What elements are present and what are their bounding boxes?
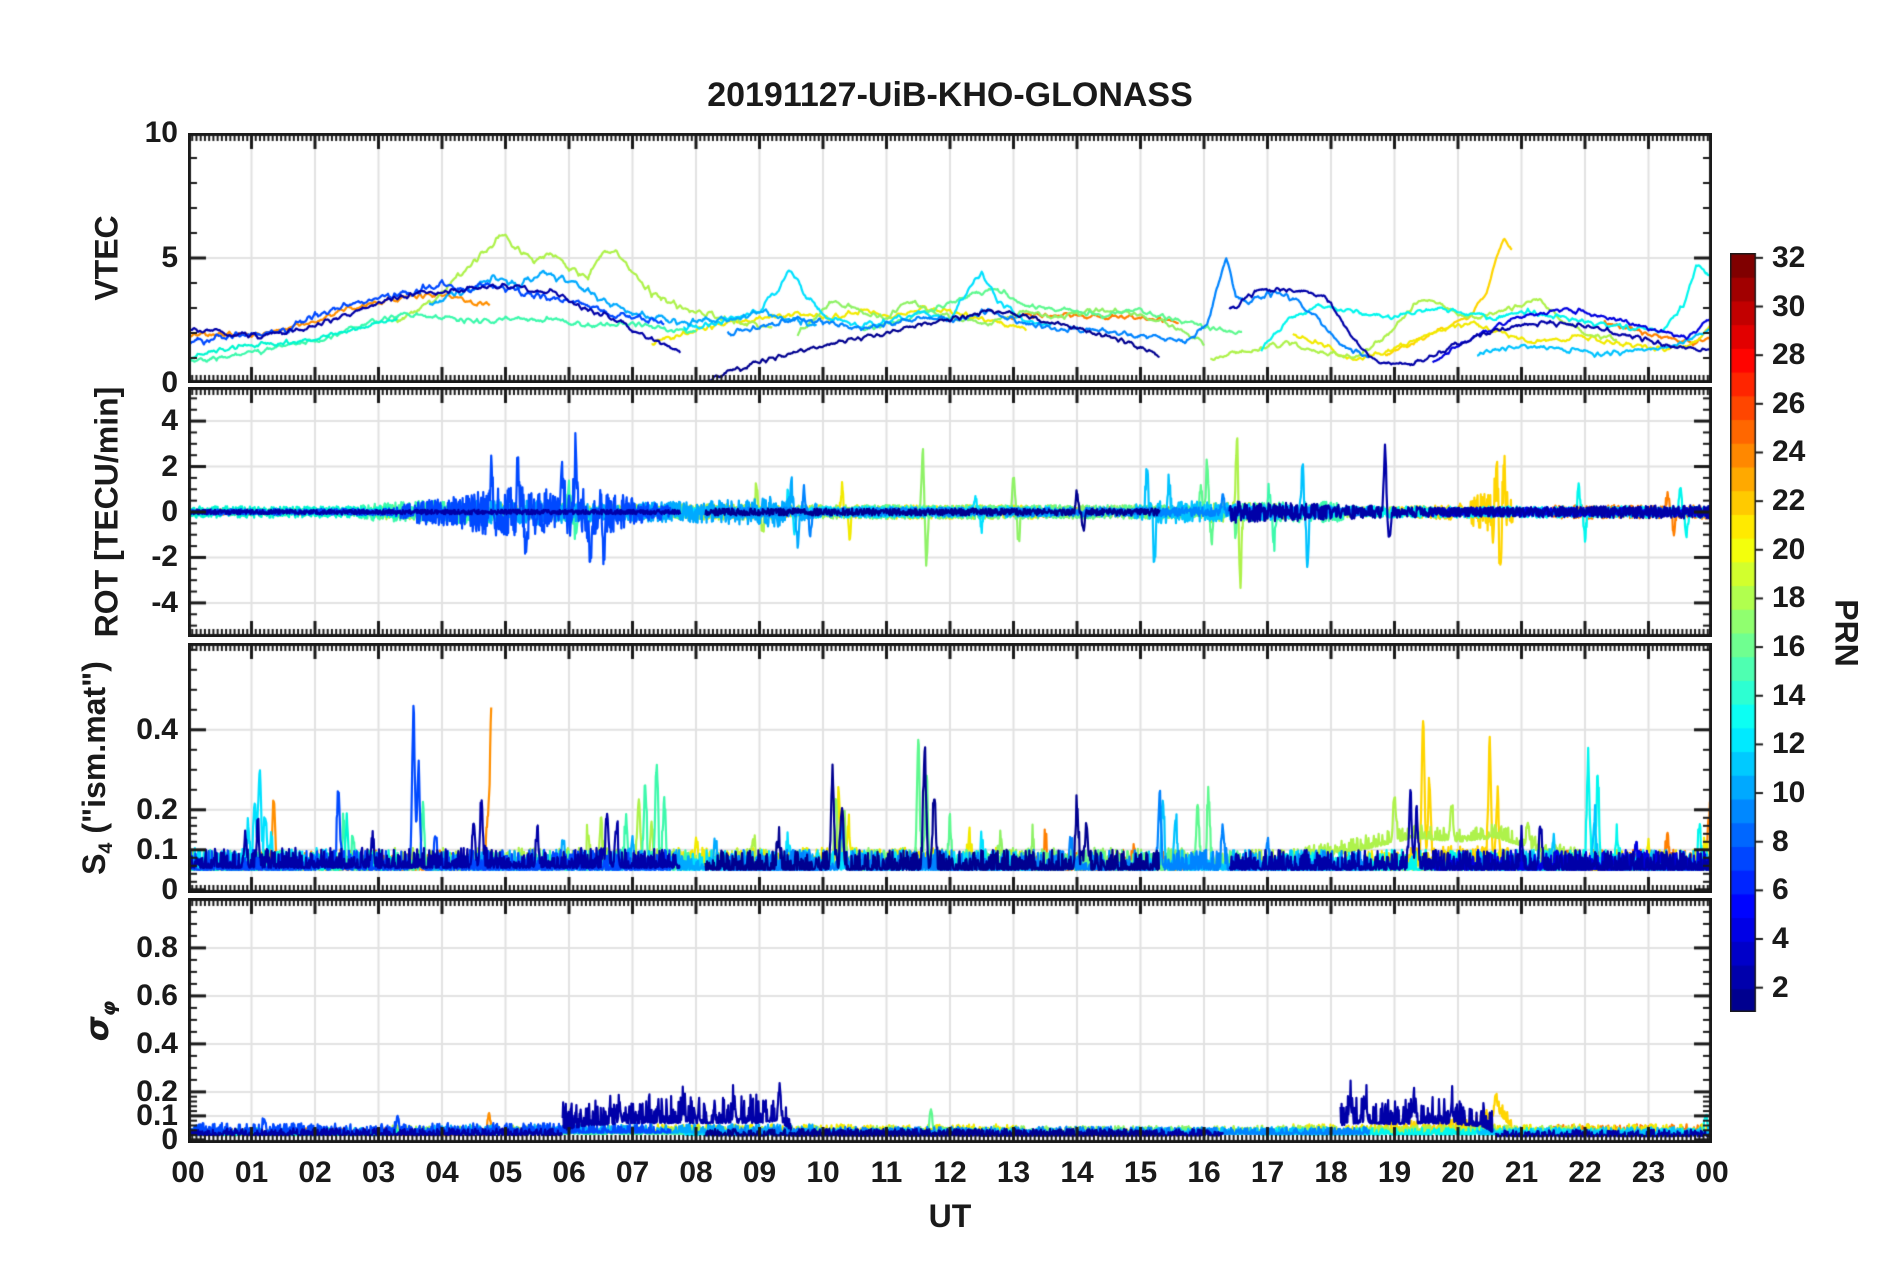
y-tick-label-S4-0: 0: [161, 872, 178, 906]
colorbar-label: PRN: [1828, 599, 1865, 667]
colorbar-tick-label-8: 8: [1772, 824, 1789, 858]
x-tick-label-2: 02: [298, 1156, 332, 1189]
colorbar-tick-label-24: 24: [1772, 435, 1806, 469]
colorbar-tick-label-12: 12: [1772, 727, 1806, 761]
y-tick-label-sigma_phi-0: 0: [161, 1122, 178, 1156]
x-tick-label-23: 23: [1631, 1156, 1666, 1189]
y-tick-label-S4-0.2: 0.2: [136, 792, 178, 826]
x-tick-label-8: 08: [679, 1156, 713, 1189]
x-tick-label-18: 18: [1314, 1156, 1348, 1189]
y-tick-label-S4-0.1: 0.1: [136, 832, 178, 866]
x-tick-label-11: 11: [870, 1156, 903, 1189]
colorbar-tick-label-28: 28: [1772, 338, 1806, 372]
y-tick-label-sigma_phi-0.6: 0.6: [136, 978, 178, 1012]
y-tick-label-S4-0.4: 0.4: [136, 712, 178, 746]
colorbar-tick-label-4: 4: [1772, 922, 1789, 956]
x-tick-label-10: 10: [806, 1156, 840, 1189]
y-tick-label-VTEC-5: 5: [161, 241, 178, 274]
x-tick-label-21: 21: [1504, 1156, 1539, 1189]
colorbar-tick-label-18: 18: [1772, 581, 1806, 615]
x-tick-label-13: 13: [996, 1156, 1031, 1189]
x-tick-label-15: 15: [1123, 1156, 1158, 1189]
colorbar-tick-label-22: 22: [1772, 484, 1806, 518]
colorbar-tick-label-14: 14: [1772, 678, 1806, 712]
x-tick-label-17: 17: [1250, 1156, 1285, 1189]
y-tick-label-ROT--4: -4: [151, 585, 178, 619]
y-tick-label-ROT--2: -2: [151, 540, 178, 574]
x-tick-label-3: 03: [361, 1156, 396, 1189]
vtec-panel-canvas: [188, 133, 1712, 383]
x-tick-label-1: 01: [234, 1156, 269, 1189]
y-tick-label-ROT-0: 0: [161, 495, 178, 528]
x-tick-label-22: 22: [1568, 1156, 1602, 1189]
x-tick-label-12: 12: [933, 1156, 967, 1189]
colorbar-tick-label-30: 30: [1772, 289, 1806, 323]
colorbar-tick-label-10: 10: [1772, 776, 1806, 810]
x-axis-label: UT: [928, 1198, 972, 1234]
x-tick-label-16: 16: [1187, 1156, 1221, 1189]
y-tick-label-sigma_phi-0.4: 0.4: [136, 1026, 178, 1060]
s4-panel-canvas: [188, 643, 1712, 893]
y-tick-label-VTEC-10: 10: [144, 116, 178, 149]
colorbar-tick-label-2: 2: [1772, 970, 1789, 1004]
x-tick-label-6: 06: [552, 1156, 586, 1189]
sigma-phi-panel-canvas: [188, 898, 1712, 1143]
rot-panel-canvas: [188, 387, 1712, 637]
x-tick-label-19: 19: [1377, 1156, 1412, 1189]
x-tick-label-9: 09: [742, 1156, 777, 1189]
y-tick-label-sigma_phi-0.2: 0.2: [136, 1074, 178, 1108]
colorbar-tick-label-32: 32: [1772, 240, 1806, 274]
colorbar-tick-label-26: 26: [1772, 386, 1806, 420]
x-tick-label-14: 14: [1060, 1156, 1094, 1189]
x-tick-label-5: 05: [488, 1156, 523, 1189]
x-tick-label-7: 07: [615, 1156, 650, 1189]
colorbar-tick-label-6: 6: [1772, 873, 1789, 907]
colorbar-tick-label-20: 20: [1772, 532, 1806, 566]
y-tick-label-sigma_phi-0.1: 0.1: [136, 1098, 178, 1132]
chart-title: 20191127-UiB-KHO-GLONASS: [707, 76, 1193, 114]
prn-colorbar: [1730, 253, 1764, 1012]
x-tick-label-0: 00: [171, 1156, 205, 1189]
x-tick-label-20: 20: [1441, 1156, 1475, 1189]
y-tick-label-ROT-4: 4: [161, 404, 178, 438]
y-tick-label-ROT-2: 2: [161, 449, 178, 483]
colorbar-tick-label-16: 16: [1772, 630, 1806, 664]
y-tick-label-VTEC-0: 0: [161, 366, 178, 399]
x-tick-label-24: 00: [1695, 1156, 1729, 1189]
y-tick-label-sigma_phi-0.8: 0.8: [136, 930, 178, 964]
x-tick-label-4: 04: [425, 1156, 459, 1189]
